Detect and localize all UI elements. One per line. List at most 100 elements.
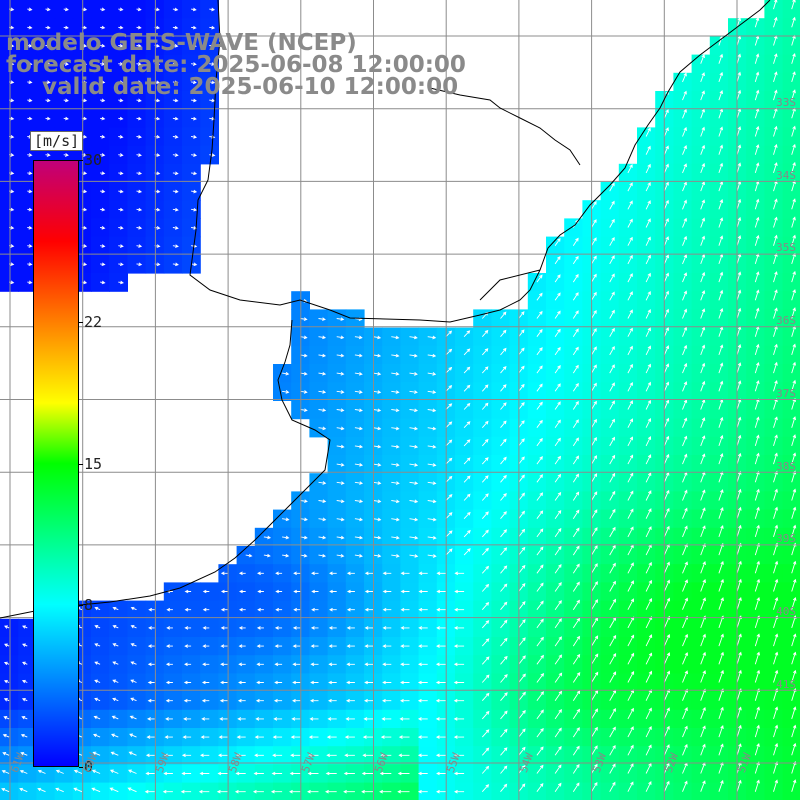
wind-arrow [609,745,616,756]
wind-arrow [481,784,490,793]
wind-cell [782,254,800,274]
wind-arrow [645,309,651,319]
wind-arrow [162,789,173,794]
wind-arrow [292,680,301,685]
wind-arrow [700,633,706,647]
wind-arrow [518,347,525,356]
wind-arrow [112,661,119,665]
wind-arrow [663,688,670,701]
wind-cell [0,618,19,638]
wind-cell [527,382,547,401]
wind-cell [764,36,784,56]
wind-cell [400,618,420,638]
wind-arrow [454,589,465,594]
wind-cell [782,673,800,693]
wind-cell [382,673,401,693]
wind-arrow [436,771,446,776]
wind-arrow [682,633,689,647]
wind-cell [455,345,474,365]
wind-cell [473,400,492,420]
wind-arrow [591,346,597,356]
wind-cell [709,236,729,256]
wind-cell [764,309,784,329]
wind-cell [455,782,474,800]
wind-arrow [609,544,616,556]
wind-arrow [682,108,687,119]
wind-arrow [400,644,410,648]
wind-arrow [136,43,142,48]
wind-cell [491,600,511,620]
wind-arrow [500,637,508,647]
wind-cell [491,691,511,711]
wind-cell [709,109,729,128]
wind-arrow [627,598,634,610]
wind-arrow [463,457,471,465]
wind-arrow [130,661,137,665]
wind-arrow [754,724,760,738]
wind-arrow [645,417,652,428]
wind-cell [637,618,656,638]
wind-arrow [257,607,264,612]
wind-arrow [45,80,51,85]
wind-arrow [500,619,508,629]
wind-arrow [682,652,689,665]
wind-cell [91,618,110,638]
wind-cell [673,163,693,183]
wind-arrow [191,262,198,267]
wind-arrow [791,125,796,137]
wind-cell [473,673,492,693]
wind-cell [254,728,274,747]
wind-arrow [272,753,283,758]
wind-cell [691,455,711,474]
wind-cell [564,691,583,711]
wind-cell [345,709,365,729]
wind-arrow [22,661,28,666]
wind-arrow [118,134,124,139]
wind-arrow [500,783,508,792]
wind-cell [182,637,201,656]
wind-cell [236,764,256,784]
wind-arrow [718,597,724,610]
wind-cell [546,673,565,693]
wind-cell [673,637,693,656]
wind-arrow [754,234,760,246]
wind-cell [382,764,401,784]
wind-arrow [310,644,319,648]
wind-arrow [773,742,779,756]
wind-cell [200,655,219,674]
wind-arrow [398,753,410,758]
wind-arrow [100,207,106,212]
wind-arrow [364,680,374,685]
wind-arrow [700,72,705,83]
wind-cell [54,782,74,800]
wind-cell [527,637,547,656]
wind-cell [564,764,583,784]
wind-arrow [354,408,363,413]
wind-cell [236,618,256,638]
wind-cell [182,728,201,747]
wind-cell [236,600,256,620]
wind-arrow [63,43,69,48]
wind-cell [345,564,365,583]
wind-cell [764,163,784,183]
wind-arrow [773,0,778,10]
wind-arrow [118,189,124,194]
wind-cell [746,637,765,656]
wind-arrow [400,662,410,667]
wind-arrow [118,43,124,48]
colorbar-tick-label: 8 [84,596,94,615]
wind-cell [600,309,620,329]
wind-cell [618,473,638,492]
wind-arrow [627,763,634,774]
wind-arrow [327,717,337,721]
wind-cell [382,728,401,747]
wind-cell [273,709,292,729]
wind-arrow [183,698,192,703]
wind-arrow [500,347,507,356]
wind-cell [782,655,800,674]
wind-arrow [417,680,428,685]
wind-arrow [130,697,137,702]
wind-arrow [292,662,301,667]
wind-cell [546,327,565,347]
